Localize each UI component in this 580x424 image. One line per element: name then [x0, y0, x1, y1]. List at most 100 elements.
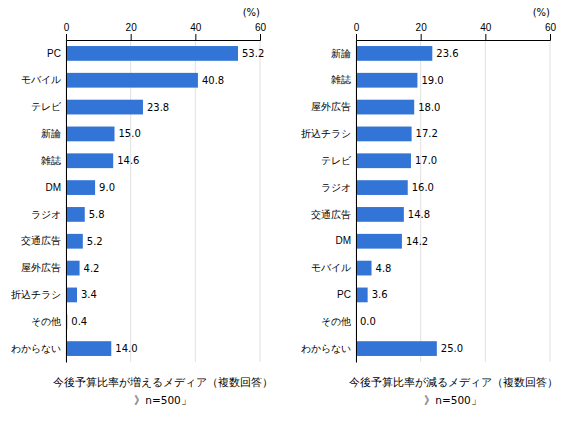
chart-container: 53.240.823.815.014.69.05.85.24.23.40.414…	[0, 0, 580, 424]
bar	[66, 288, 77, 303]
x-axis-line	[67, 34, 261, 41]
y-tick: 屋外広告	[311, 101, 356, 112]
x-tick-label: 40	[190, 22, 202, 33]
data-labels: 53.240.823.815.014.69.05.85.24.23.40.414…	[71, 48, 264, 354]
y-tick-label: 折込チラシ	[11, 289, 61, 300]
y-tick-label: 交通広告	[311, 209, 351, 220]
x-tick-label: 20	[416, 22, 428, 33]
y-tick-label: 折込チラシ	[301, 128, 351, 139]
grid	[356, 40, 550, 362]
data-label: 25.0	[441, 343, 463, 354]
y-tick-label: 屋外広告	[311, 101, 351, 112]
bar	[66, 207, 85, 222]
data-label: 14.2	[406, 236, 428, 247]
bar	[66, 46, 238, 61]
y-tick-label: その他	[31, 316, 61, 327]
bar	[356, 288, 368, 303]
grid-line	[356, 40, 357, 362]
data-label: 3.4	[81, 289, 97, 300]
grid-line	[195, 40, 196, 362]
data-label: 14.6	[117, 155, 139, 166]
bar	[66, 100, 143, 115]
x-tick: 40	[190, 22, 202, 40]
grid	[66, 40, 260, 362]
y-tick: 屋外広告	[21, 262, 66, 273]
x-tick: 0	[64, 22, 70, 40]
bar	[356, 234, 402, 249]
data-label: 9.0	[99, 182, 115, 193]
y-tick: 新論	[331, 48, 356, 59]
data-label: 40.8	[202, 75, 224, 86]
bar	[66, 127, 115, 142]
y-tick-label: DM	[335, 235, 351, 246]
y-tick: ラジオ	[321, 182, 356, 193]
y-tick-label: わからない	[11, 343, 61, 354]
x-tick: 40	[480, 22, 492, 40]
data-label: 19.0	[421, 75, 443, 86]
bar	[66, 73, 198, 88]
y-tick-label: テレビ	[321, 155, 352, 166]
x-tick-label: 20	[126, 22, 138, 33]
bar	[356, 153, 411, 168]
grid-line	[420, 40, 421, 362]
x-tick: 60	[545, 22, 557, 40]
y-tick: 折込チラシ	[11, 289, 66, 300]
y-tick: 新論	[41, 128, 66, 139]
data-label: 4.2	[84, 263, 100, 274]
bar	[356, 180, 408, 195]
y-axis-line	[356, 41, 357, 363]
x-tick-mark	[421, 34, 422, 40]
panel: 53.240.823.815.014.69.05.85.24.23.40.414…	[11, 7, 273, 406]
y-tick-label: モバイル	[311, 262, 351, 273]
x-tick-label: 60	[545, 22, 557, 33]
x-tick-mark	[260, 34, 261, 40]
y-tick: わからない	[11, 343, 66, 354]
title: 今後予算比率が減るメディア（複数回答）	[349, 376, 558, 388]
x-axis-line	[357, 34, 551, 41]
y-tick: 折込チラシ	[301, 128, 356, 139]
y-tick-label: DM	[45, 182, 61, 193]
x-tick-mark	[550, 34, 551, 40]
y-tick-label: 交通広告	[21, 235, 61, 246]
x-tick: 0	[354, 22, 360, 40]
data-labels: 23.619.018.017.217.016.014.814.24.83.60.…	[360, 48, 463, 354]
x-label: (%)	[533, 7, 550, 18]
bar	[356, 341, 437, 356]
data-label: 5.2	[87, 236, 103, 247]
x-tick-mark	[485, 34, 486, 40]
title: 今後予算比率が増えるメディア（複数回答）	[53, 376, 273, 388]
x-tick-mark	[131, 34, 132, 40]
y-tick-label: 雑誌	[41, 155, 61, 166]
bar	[356, 100, 414, 115]
x-tick-mark	[66, 34, 67, 40]
y-tick: その他	[321, 316, 356, 327]
bar	[66, 234, 83, 249]
x-tick-label: 0	[354, 22, 360, 33]
y-tick: その他	[31, 316, 66, 327]
bar	[356, 127, 412, 142]
bars	[356, 46, 437, 356]
y-tick: DM	[335, 235, 356, 246]
bar	[66, 153, 113, 168]
x-tick: 20	[416, 22, 428, 40]
bar	[356, 207, 404, 222]
data-label: 23.8	[147, 102, 169, 113]
panel: 23.619.018.017.217.016.014.814.24.83.60.…	[301, 7, 558, 406]
data-label: 17.0	[415, 155, 437, 166]
x-axis: 0 20 40 60	[354, 22, 557, 41]
y-tick: ラジオ	[31, 209, 66, 220]
y-tick: テレビ	[321, 155, 356, 166]
chart-svg: 53.240.823.815.014.69.05.85.24.23.40.414…	[0, 0, 580, 424]
bar	[66, 261, 80, 276]
y-axis: PCモバイルテレビ新論雑誌DMラジオ交通広告屋外広告折込チラシその他わからない	[11, 41, 67, 363]
y-tick-label: わからない	[301, 343, 351, 354]
y-tick-label: モバイル	[21, 74, 61, 85]
data-label: 18.0	[418, 102, 440, 113]
y-tick: PC	[47, 48, 66, 59]
y-tick-label: 雑誌	[331, 74, 351, 85]
y-tick: PC	[337, 289, 356, 300]
bars	[66, 46, 238, 356]
data-label: 23.6	[436, 48, 458, 59]
y-tick: 交通広告	[21, 235, 66, 246]
x-axis: 0204060	[64, 22, 267, 41]
